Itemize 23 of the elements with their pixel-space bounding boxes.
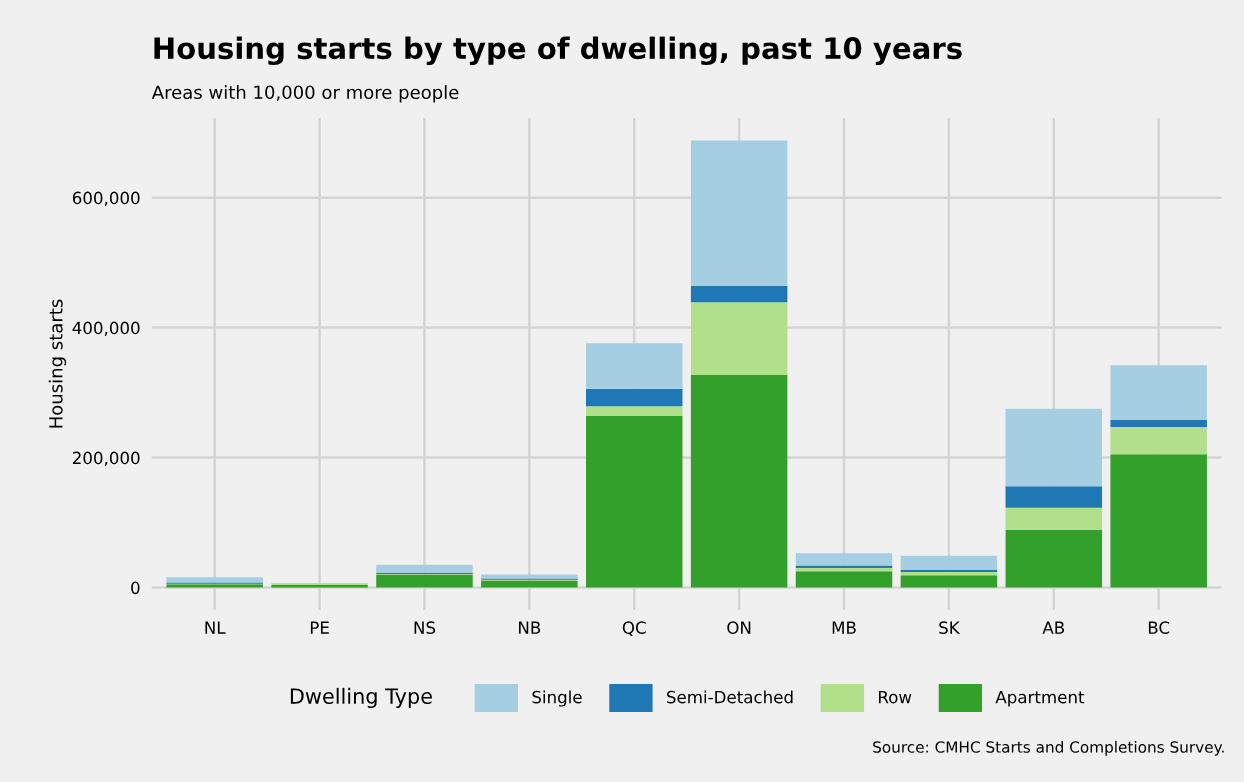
legend-label: Single bbox=[532, 690, 582, 707]
y-axis-title: Housing starts bbox=[48, 299, 67, 428]
x-tick-label: NB bbox=[519, 621, 541, 634]
x-tick-label: MB bbox=[832, 621, 856, 634]
x-tick-label: ON bbox=[727, 621, 751, 634]
x-tick-label: SK bbox=[939, 621, 961, 634]
x-tick-label: NS bbox=[414, 621, 436, 634]
legend-label: Apartment bbox=[995, 691, 1085, 707]
y-tick-label: 0 bbox=[131, 581, 140, 595]
chart-title: Housing starts by type of dwelling, past 10 years bbox=[154, 36, 962, 66]
x-tick-label: BC bbox=[1148, 621, 1170, 634]
y-tick-label: 400,000 bbox=[72, 321, 140, 336]
x-tick-label: QC bbox=[622, 621, 646, 636]
legend-label: Semi-Detached bbox=[667, 690, 793, 704]
x-tick-label: PE bbox=[310, 621, 329, 634]
y-tick-label: 600,000 bbox=[72, 191, 140, 206]
legend-label: Row bbox=[879, 691, 912, 704]
legend-title: Dwelling Type bbox=[290, 687, 432, 709]
chart-subtitle: Areas with 10,000 or more people bbox=[151, 85, 459, 103]
x-tick-label: NL bbox=[205, 621, 226, 634]
y-tick-label: 200,000 bbox=[72, 451, 140, 466]
x-tick-label: AB bbox=[1042, 621, 1065, 634]
source-note: Source: CMHC Starts and Completions Survey. bbox=[873, 740, 1224, 756]
